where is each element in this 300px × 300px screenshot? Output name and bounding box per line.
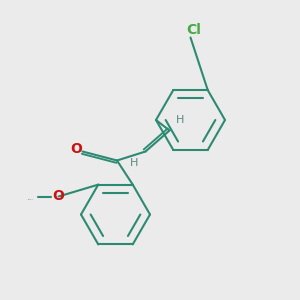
Text: H: H [176,115,184,125]
Text: H: H [130,158,139,168]
Text: O: O [70,142,82,156]
Text: Cl: Cl [186,23,201,37]
Text: O: O [52,190,64,203]
Text: methoxy: methoxy [28,199,34,200]
